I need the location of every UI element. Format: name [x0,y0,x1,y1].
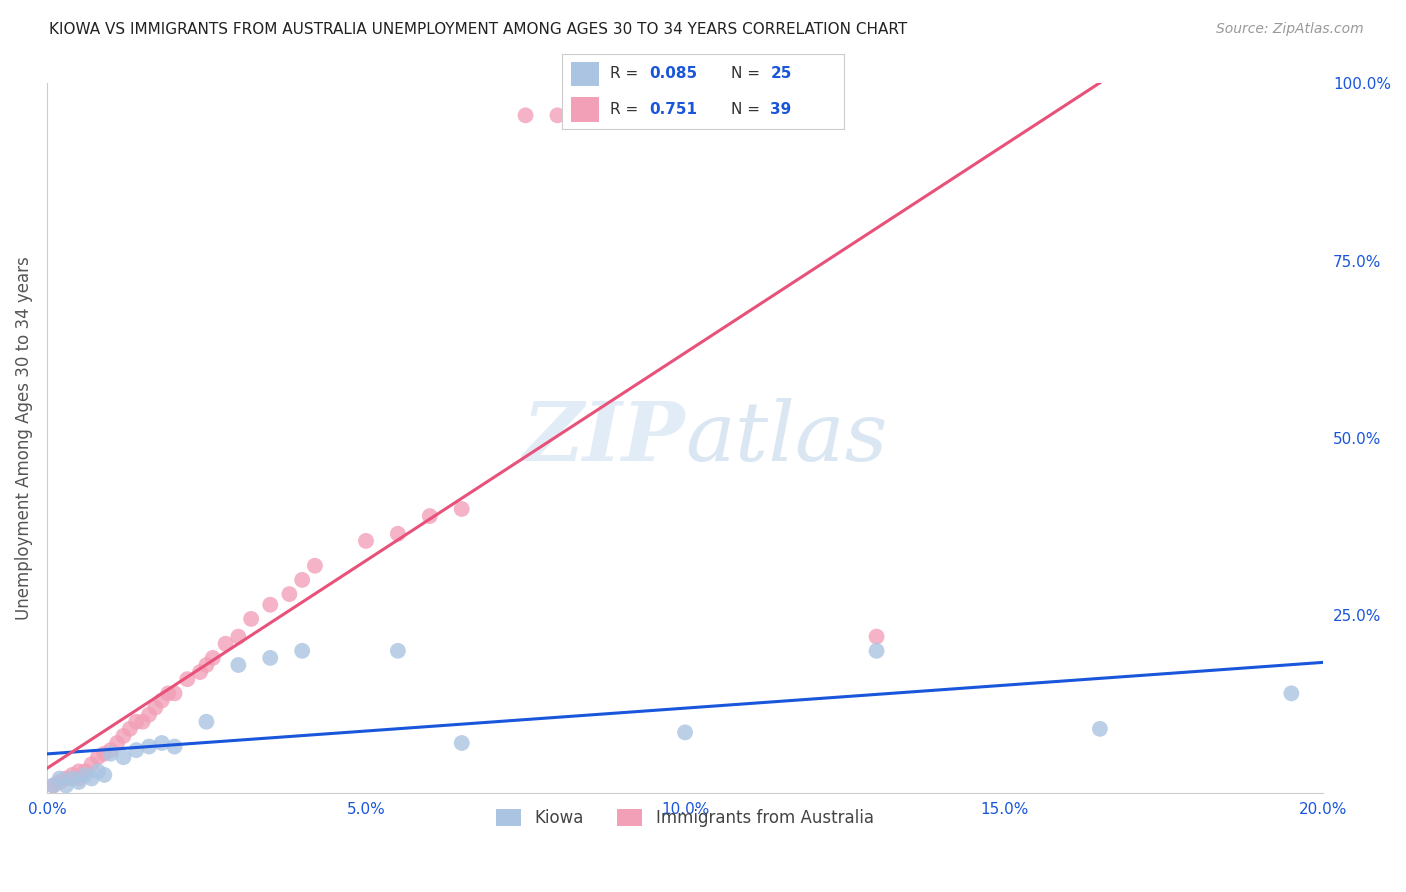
Point [865,644,887,658]
Point [112,729,135,743]
Point [125,714,148,729]
Point [55,772,77,786]
Point [1088,722,1111,736]
Point [546,108,568,122]
Point [163,686,186,700]
Point [100,743,122,757]
Point [62,772,84,786]
Point [118,722,141,736]
Point [387,644,409,658]
Text: N =: N = [731,67,765,81]
Point [67,772,90,786]
Point [75,768,97,782]
Point [450,736,472,750]
Point [87,764,110,779]
Point [259,651,281,665]
Point [48,772,70,786]
Point [42,779,65,793]
FancyBboxPatch shape [571,62,599,87]
Point [214,637,236,651]
Point [515,108,537,122]
Point [163,739,186,754]
Point [259,598,281,612]
Point [112,750,135,764]
Point [80,757,103,772]
Point [48,775,70,789]
Legend: Kiowa, Immigrants from Australia: Kiowa, Immigrants from Australia [489,803,880,834]
Point [291,573,314,587]
Point [105,736,128,750]
FancyBboxPatch shape [571,97,599,122]
Point [157,686,180,700]
Point [291,644,314,658]
Point [87,750,110,764]
Point [673,725,696,739]
Point [419,509,441,524]
Point [42,779,65,793]
Point [240,612,263,626]
Text: KIOWA VS IMMIGRANTS FROM AUSTRALIA UNEMPLOYMENT AMONG AGES 30 TO 34 YEARS CORREL: KIOWA VS IMMIGRANTS FROM AUSTRALIA UNEMP… [49,22,907,37]
Point [100,747,122,761]
Point [195,658,218,673]
Text: 0.085: 0.085 [650,67,697,81]
Text: Source: ZipAtlas.com: Source: ZipAtlas.com [1216,22,1364,37]
Point [93,768,115,782]
Text: 25: 25 [770,67,792,81]
Point [80,772,103,786]
Point [62,768,84,782]
Point [176,672,198,686]
Point [125,743,148,757]
Point [67,764,90,779]
Point [138,707,160,722]
Point [228,630,250,644]
Point [201,651,224,665]
Point [195,714,218,729]
Point [865,630,887,644]
Text: ZIP: ZIP [523,398,685,478]
Point [228,658,250,673]
Text: N =: N = [731,102,765,117]
Text: 0.751: 0.751 [650,102,697,117]
Point [55,779,77,793]
Point [93,747,115,761]
Point [150,736,173,750]
Point [150,693,173,707]
Text: 39: 39 [770,102,792,117]
Text: atlas: atlas [685,398,887,478]
Text: R =: R = [610,102,644,117]
Point [387,526,409,541]
Text: R =: R = [610,67,644,81]
Point [188,665,211,679]
Point [145,700,167,714]
Point [131,714,153,729]
Point [1279,686,1302,700]
Point [354,533,377,548]
Point [138,739,160,754]
Point [304,558,326,573]
Point [67,775,90,789]
Point [75,764,97,779]
Y-axis label: Unemployment Among Ages 30 to 34 years: Unemployment Among Ages 30 to 34 years [15,256,32,620]
Point [450,502,472,516]
Point [278,587,301,601]
